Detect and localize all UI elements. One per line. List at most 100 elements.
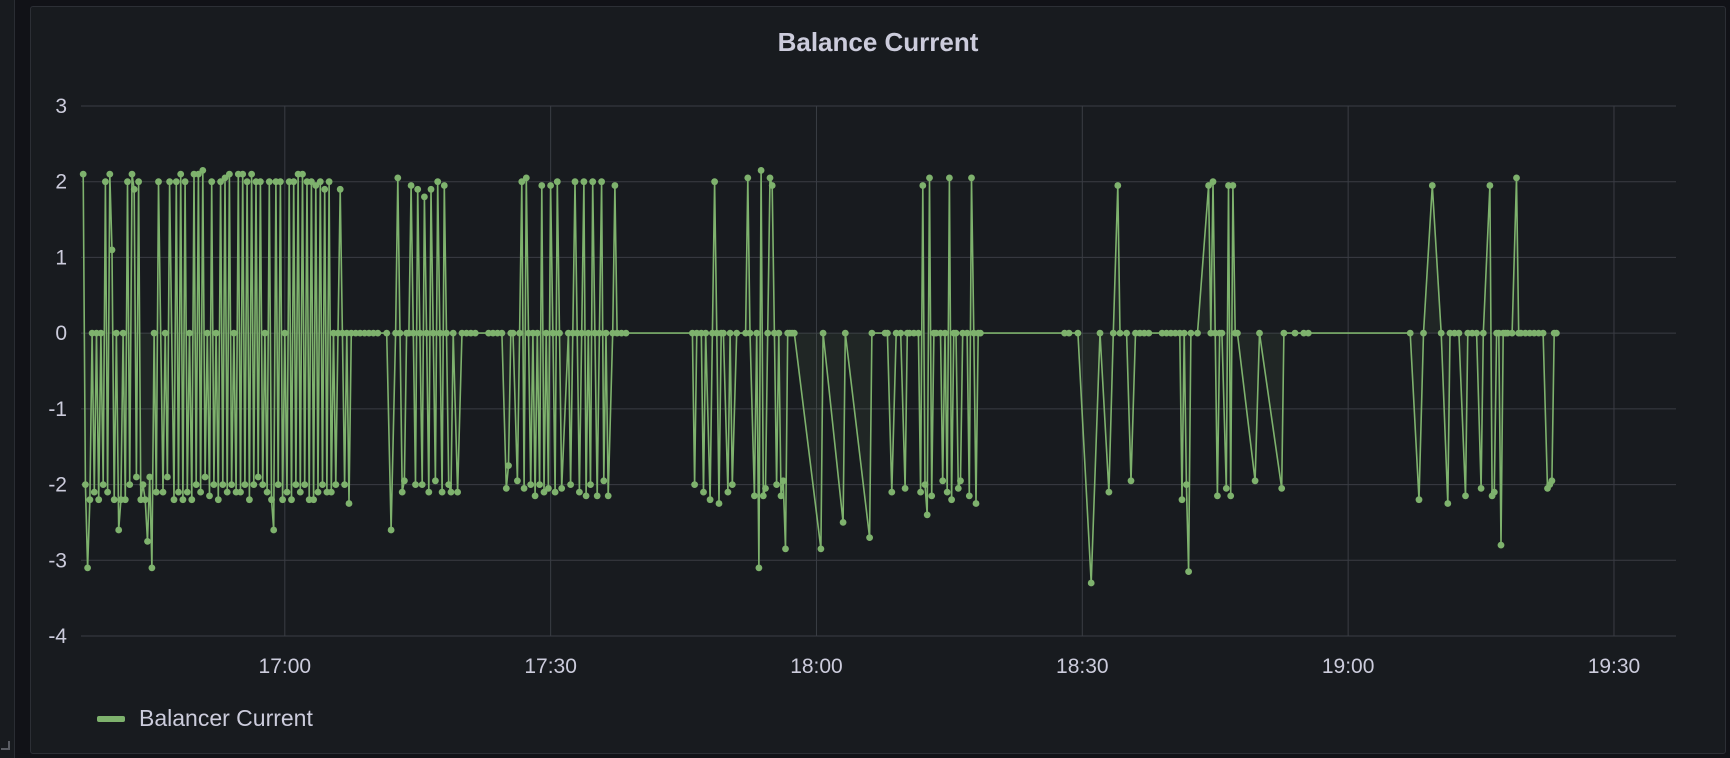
data-point (299, 170, 306, 178)
data-point (414, 185, 422, 193)
data-point (1218, 329, 1226, 337)
data-point (917, 488, 924, 496)
data-point (1278, 485, 1286, 492)
data-point (1109, 329, 1117, 337)
data-point (152, 488, 160, 496)
data-point (175, 488, 182, 496)
data-point (768, 182, 776, 189)
data-point (146, 473, 154, 481)
data-point (110, 496, 118, 504)
data-point (1087, 579, 1095, 587)
data-point (172, 178, 180, 186)
data-point (567, 481, 574, 488)
data-point (1553, 329, 1560, 337)
data-point (179, 496, 187, 504)
resize-handle-icon[interactable] (1, 741, 10, 750)
data-point (341, 481, 348, 488)
data-point (1539, 329, 1547, 337)
data-point (600, 477, 608, 485)
data-point (274, 481, 282, 488)
data-point (438, 488, 446, 496)
data-point (183, 488, 191, 496)
data-point (141, 496, 149, 504)
y-tick-label: 1 (55, 246, 67, 269)
data-point (327, 488, 335, 496)
data-point (755, 564, 763, 572)
data-point (121, 496, 129, 504)
data-point (425, 488, 433, 496)
data-point (261, 329, 269, 337)
data-point (144, 538, 151, 545)
line-chart: 3 2 1 0 -1 -2 -3 -4 17:00 17:30 18:00 18:30 19:00 19:… (48, 95, 1676, 678)
data-point (230, 329, 238, 337)
data-point (884, 329, 891, 337)
data-point (700, 488, 707, 496)
data-point (186, 329, 193, 337)
data-point (432, 477, 439, 485)
legend-label[interactable]: Balancer Current (139, 705, 313, 731)
data-point (396, 329, 404, 337)
data-point (201, 473, 209, 481)
data-point (409, 329, 417, 337)
data-point (773, 481, 780, 488)
data-point (726, 329, 734, 337)
data-point (423, 329, 430, 337)
data-point (82, 481, 89, 488)
data-point (159, 488, 167, 496)
data-point (447, 488, 455, 496)
data-point (429, 329, 437, 337)
data-point (839, 519, 847, 526)
data-point (782, 545, 789, 553)
data-point (888, 488, 896, 496)
data-point (1477, 485, 1485, 492)
data-point (1178, 496, 1186, 504)
data-point (1065, 329, 1073, 337)
legend[interactable]: Balancer Current (97, 705, 313, 732)
data-point (558, 485, 566, 492)
y-tick-label: -4 (48, 625, 67, 648)
data-point (502, 485, 510, 492)
data-point (308, 178, 315, 186)
y-tick-label: 0 (55, 322, 67, 345)
data-point (1406, 329, 1414, 337)
data-point (471, 329, 479, 337)
data-point (549, 329, 557, 337)
data-point (779, 477, 787, 485)
data-point (170, 496, 178, 504)
data-point (106, 170, 114, 178)
data-point (724, 488, 732, 496)
data-point (746, 329, 754, 337)
data-point (139, 481, 147, 488)
data-point (762, 485, 769, 492)
data-point (436, 329, 444, 337)
data-point (248, 170, 256, 178)
data-point (901, 485, 909, 492)
data-point (257, 178, 264, 186)
data-point (536, 481, 543, 488)
data-point (556, 329, 563, 337)
data-point (611, 182, 619, 189)
data-point (336, 185, 344, 193)
x-tick-label: 17:00 (259, 655, 312, 678)
data-point (254, 473, 262, 481)
data-point (1462, 492, 1469, 500)
data-point (928, 492, 936, 500)
data-point (270, 526, 278, 534)
data-point (1180, 329, 1188, 337)
data-point (542, 329, 550, 337)
data-point (449, 329, 457, 337)
data-point (164, 473, 171, 481)
data-point (759, 492, 767, 500)
data-point (161, 329, 169, 337)
data-point (108, 246, 116, 254)
data-point (314, 488, 322, 496)
data-point (757, 167, 765, 174)
data-point (265, 178, 273, 186)
x-tick-label: 19:00 (1322, 655, 1375, 678)
data-point (538, 182, 546, 189)
data-point (531, 492, 539, 500)
data-point (498, 329, 506, 337)
data-point (212, 329, 220, 337)
data-point (522, 174, 530, 182)
data-point (602, 329, 610, 337)
